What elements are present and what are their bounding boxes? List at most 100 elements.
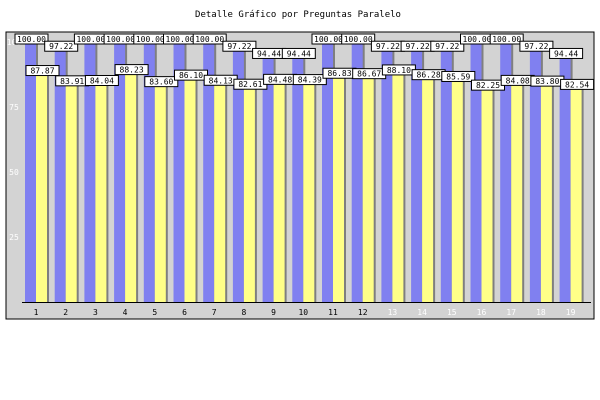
bar xyxy=(36,73,47,303)
value-label: 83.60 xyxy=(149,78,173,87)
value-label: 86.28 xyxy=(417,71,441,80)
value-label-box xyxy=(44,40,79,52)
value-label-box xyxy=(114,64,149,76)
bar xyxy=(303,82,315,302)
x-tick-label: 2 xyxy=(63,308,68,317)
value-label-box xyxy=(560,78,595,90)
value-label: 82.25 xyxy=(476,81,500,90)
value-label: 100.00 xyxy=(76,35,105,44)
x-tick-label: 3 xyxy=(93,308,98,317)
value-label: 100.00 xyxy=(463,35,492,44)
value-label-box xyxy=(144,76,179,88)
value-label-box xyxy=(14,33,49,45)
bar xyxy=(500,42,512,302)
value-label: 84.13 xyxy=(209,76,233,85)
x-tick-label: 18 xyxy=(536,308,546,317)
value-label: 100.00 xyxy=(166,35,195,44)
x-tick-label: 16 xyxy=(477,308,487,317)
value-label-box xyxy=(519,40,554,52)
value-label-box xyxy=(25,65,60,77)
x-tick-label: 11 xyxy=(328,308,338,317)
x-tick-label: 17 xyxy=(506,308,516,317)
bar xyxy=(143,42,155,302)
value-label-box xyxy=(281,47,316,59)
value-label: 97.22 xyxy=(524,42,548,51)
bar xyxy=(184,78,196,302)
value-label: 87.87 xyxy=(30,67,54,76)
value-label: 86.67 xyxy=(357,70,381,79)
value-label: 94.44 xyxy=(257,49,281,58)
bar xyxy=(273,82,285,303)
bar xyxy=(203,42,215,302)
value-label: 97.22 xyxy=(435,42,459,51)
bar xyxy=(381,49,393,303)
value-label: 84.48 xyxy=(268,75,292,84)
bar xyxy=(481,88,493,303)
x-tick-label: 14 xyxy=(417,308,427,317)
value-label-box xyxy=(430,40,465,52)
value-label: 84.04 xyxy=(90,76,114,85)
chart-title: Detalle Gráfico por Preguntas Paralelo xyxy=(195,10,401,20)
bar xyxy=(95,83,107,302)
value-label: 94.44 xyxy=(287,49,311,58)
bar xyxy=(125,72,137,303)
x-tick-label: 12 xyxy=(358,308,368,317)
x-tick-label: 15 xyxy=(447,308,457,317)
bar xyxy=(292,56,304,303)
x-tick-label: 7 xyxy=(212,308,217,317)
x-tick-label: 4 xyxy=(123,308,128,317)
x-tick-label: 1 xyxy=(34,308,39,317)
bar xyxy=(84,42,96,302)
value-label: 100.00 xyxy=(344,35,373,44)
value-label-box xyxy=(292,74,327,86)
value-label: 100.00 xyxy=(17,35,46,44)
x-tick-label: 5 xyxy=(152,308,157,317)
bar xyxy=(114,42,126,302)
value-label: 88.23 xyxy=(120,66,144,75)
value-label-box xyxy=(84,74,119,86)
value-label: 100.00 xyxy=(314,35,343,44)
value-label: 97.22 xyxy=(406,42,430,51)
bar xyxy=(54,49,66,303)
bar xyxy=(322,42,333,302)
value-label-box xyxy=(341,33,376,45)
value-label: 82.54 xyxy=(565,80,589,89)
value-labels: 100.00 87.87 97.22 83.91 100.00 84.04 100.00 88… xyxy=(14,33,595,91)
value-label-box xyxy=(489,33,524,45)
bar xyxy=(411,49,423,303)
bar xyxy=(173,42,185,302)
value-label-box xyxy=(441,70,476,82)
y-tick-label: 50 xyxy=(9,168,19,177)
bar xyxy=(540,84,552,303)
value-label: 88.10 xyxy=(387,66,411,75)
bar xyxy=(422,77,434,302)
value-label: 86.10 xyxy=(179,71,203,80)
x-tick-label: 6 xyxy=(182,308,187,317)
bar xyxy=(440,49,452,303)
bar xyxy=(362,76,374,303)
bar xyxy=(451,79,463,302)
value-label: 85.59 xyxy=(446,72,470,81)
value-label: 100.00 xyxy=(195,35,224,44)
bars xyxy=(25,42,584,303)
value-label: 83.91 xyxy=(60,77,84,86)
value-label: 100.00 xyxy=(106,35,135,44)
bar xyxy=(243,87,255,303)
value-label: 94.44 xyxy=(554,49,578,58)
value-label: 84.39 xyxy=(298,76,322,85)
value-label: 84.08 xyxy=(506,76,530,85)
value-label: 100.00 xyxy=(492,35,521,44)
x-tick-label: 9 xyxy=(271,308,276,317)
value-label: 97.22 xyxy=(227,42,251,51)
bar xyxy=(232,49,244,303)
bar xyxy=(154,84,166,302)
bar xyxy=(214,83,226,303)
value-label-box xyxy=(222,40,257,52)
bar xyxy=(559,56,571,303)
y-tick-label: 100 xyxy=(7,38,22,47)
x-tick-label: 13 xyxy=(388,308,398,317)
bar xyxy=(570,87,582,302)
y-tick-label: 75 xyxy=(9,103,19,112)
value-label-box xyxy=(549,47,584,59)
